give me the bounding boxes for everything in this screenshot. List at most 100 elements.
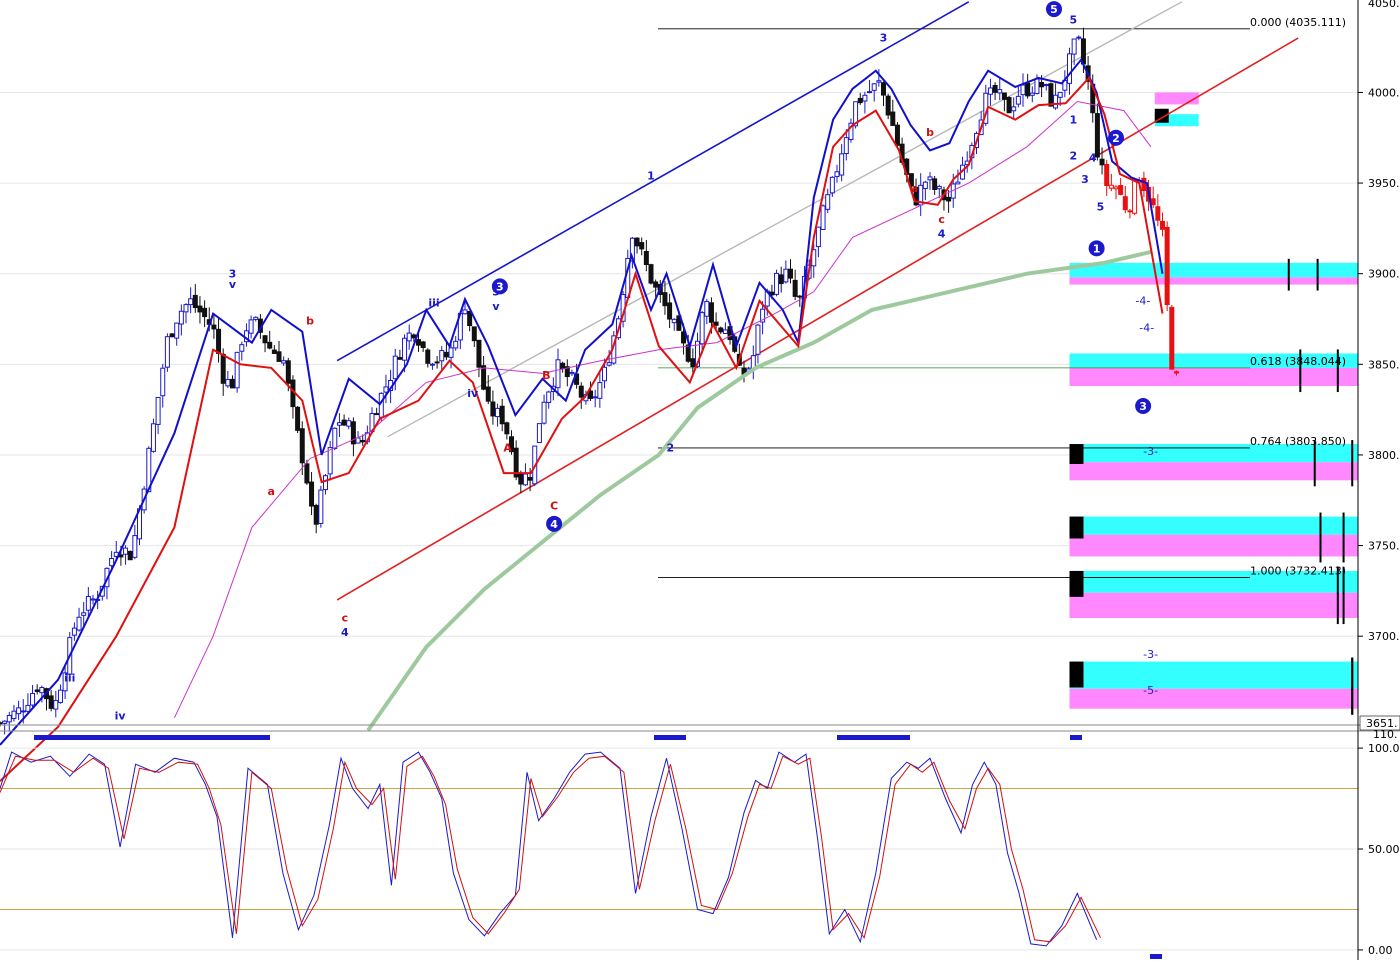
candle-down <box>443 351 449 358</box>
candle-up <box>987 87 993 95</box>
candle-up <box>862 94 868 102</box>
oscillator-panel <box>0 724 1400 959</box>
candle-down <box>1122 196 1128 211</box>
candle-up <box>1053 94 1059 109</box>
candle-down <box>299 428 305 464</box>
candle-up <box>85 596 91 611</box>
target-zone-magenta <box>1069 592 1358 619</box>
lower-envelope <box>0 76 1164 782</box>
circled-wave-label: 4 <box>550 518 558 531</box>
candle-down <box>360 439 366 443</box>
candle-down <box>425 349 431 364</box>
candle-up <box>164 336 170 368</box>
candle-down <box>1164 226 1170 306</box>
candle-down <box>685 344 691 362</box>
candle-up <box>281 360 287 364</box>
wave-label: c <box>342 612 349 625</box>
circled-wave-label: 1 <box>1093 242 1101 255</box>
candle-up <box>592 396 598 399</box>
candle-up <box>234 351 240 389</box>
candle-up <box>848 122 854 140</box>
candle-down <box>467 310 473 327</box>
candle-up <box>495 407 501 418</box>
candle-up <box>402 337 408 361</box>
target-zone-magenta <box>1069 688 1358 709</box>
candle-down <box>662 292 668 307</box>
candle-up <box>820 205 826 230</box>
target-zone-cyan <box>1069 570 1358 593</box>
candle-down <box>1099 158 1105 166</box>
candle-down <box>271 349 277 354</box>
circled-wave-label: 2 <box>1112 132 1120 145</box>
wave-label: 5 <box>1097 200 1105 213</box>
candle-down <box>885 95 891 116</box>
candle-down <box>676 315 682 331</box>
signal-bar <box>837 735 910 740</box>
candle-up <box>2 720 8 724</box>
circled-wave-label: 3 <box>496 280 504 293</box>
candle-down <box>857 97 863 104</box>
candle-up <box>336 422 342 426</box>
candle-up <box>936 185 942 190</box>
zone-marker-label: -4- <box>1139 322 1154 335</box>
wave-label: 4 <box>938 227 946 240</box>
candle-down <box>667 302 673 320</box>
candle-down <box>560 362 566 370</box>
candle-up <box>462 309 468 315</box>
candle-down <box>350 421 356 445</box>
wave-label: 1 <box>647 169 655 182</box>
candle-down <box>648 264 654 284</box>
signal-bar <box>1150 954 1162 959</box>
candle-up <box>843 137 849 155</box>
wave-label: B <box>542 369 550 382</box>
candle-down <box>420 341 426 348</box>
candle-up <box>755 324 761 355</box>
candle-down <box>797 295 803 298</box>
circled-wave-marker <box>1108 129 1124 146</box>
candle-up <box>453 340 459 349</box>
candle-down <box>0 722 3 725</box>
small-zone-magenta <box>1154 92 1199 105</box>
price-axis-top-label: 4050. <box>1368 0 1400 10</box>
candle-down <box>34 689 40 692</box>
candle-up <box>1043 83 1049 86</box>
price-axis: 3700. 3750. 3800. 3850. 3900. 3950. 4000. 4050.… <box>1357 0 1400 960</box>
candle-up <box>829 176 835 194</box>
candle-down <box>471 326 477 342</box>
candle-up <box>1108 184 1114 189</box>
candle-up <box>783 268 789 283</box>
wave-label: iii <box>64 672 75 685</box>
candle-up <box>695 340 700 367</box>
candle-down <box>681 331 687 344</box>
candle-up <box>439 350 445 362</box>
candle-down <box>169 333 175 338</box>
circled-wave-marker <box>546 515 563 532</box>
target-zone-cyan <box>1069 516 1358 535</box>
wave-label: 2 <box>1070 150 1078 163</box>
candle-up <box>699 312 705 345</box>
candle-up <box>876 80 882 83</box>
candle-up <box>39 687 45 694</box>
wave-label: 1 <box>1070 113 1078 126</box>
oscillator-axis-tick-label: 50.00 <box>1368 843 1400 856</box>
candle-up <box>1076 36 1082 39</box>
target-zone-cyan <box>1069 444 1358 463</box>
candle-down <box>1150 198 1156 206</box>
candle-up <box>825 194 831 210</box>
candle-down <box>639 242 645 250</box>
candle-up <box>123 547 129 555</box>
candle-down <box>713 321 719 326</box>
candle-down <box>946 196 952 202</box>
candle-up <box>406 332 412 342</box>
candle-up <box>346 420 352 427</box>
candle-down <box>211 324 217 330</box>
candle-up <box>178 310 184 325</box>
short-moving-average <box>173 100 1152 719</box>
candle-down <box>313 504 319 525</box>
candle-down <box>485 386 491 402</box>
candle-up <box>834 171 840 177</box>
candle-down <box>913 186 919 206</box>
price-axis-tick-label: 3800. <box>1368 449 1400 462</box>
